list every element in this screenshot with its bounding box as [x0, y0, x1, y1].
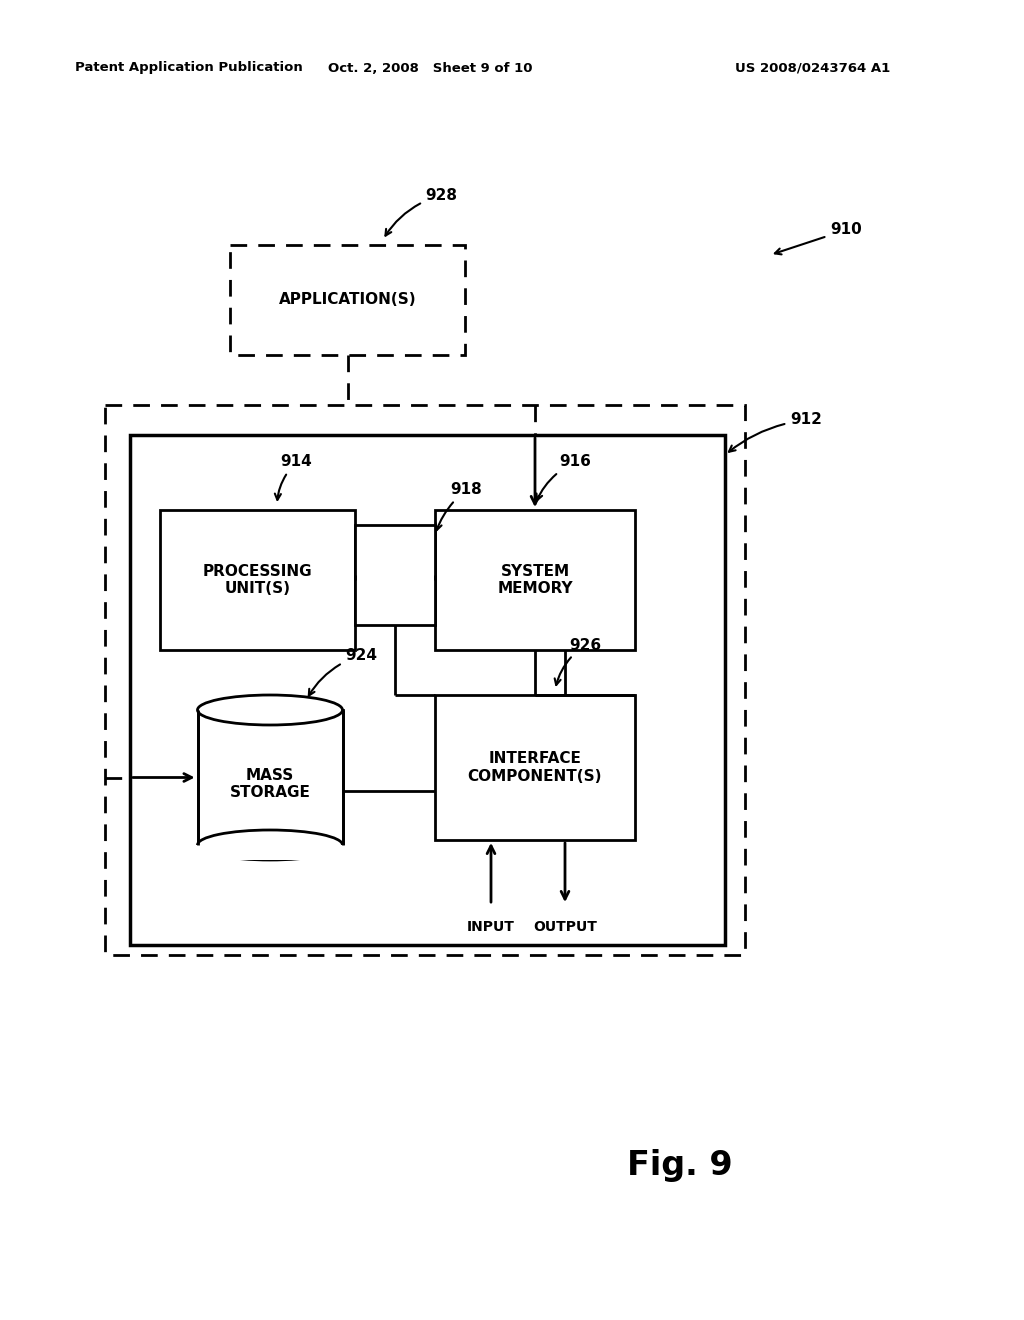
- Text: Fig. 9: Fig. 9: [627, 1148, 733, 1181]
- FancyBboxPatch shape: [355, 525, 435, 624]
- Text: 910: 910: [775, 223, 862, 255]
- FancyBboxPatch shape: [435, 510, 635, 649]
- Text: SYSTEM
MEMORY: SYSTEM MEMORY: [498, 564, 572, 597]
- Text: 926: 926: [555, 638, 601, 685]
- Text: 924: 924: [309, 648, 377, 696]
- Text: 914: 914: [274, 454, 312, 500]
- Text: 928: 928: [385, 187, 458, 236]
- FancyBboxPatch shape: [160, 510, 355, 649]
- Text: APPLICATION(S): APPLICATION(S): [279, 293, 417, 308]
- FancyBboxPatch shape: [105, 405, 745, 954]
- Text: Patent Application Publication: Patent Application Publication: [75, 62, 303, 74]
- Text: 912: 912: [729, 412, 822, 451]
- Text: MASS
STORAGE: MASS STORAGE: [229, 768, 310, 800]
- Text: Oct. 2, 2008   Sheet 9 of 10: Oct. 2, 2008 Sheet 9 of 10: [328, 62, 532, 74]
- Ellipse shape: [198, 830, 342, 861]
- Text: INTERFACE
COMPONENT(S): INTERFACE COMPONENT(S): [468, 751, 602, 784]
- FancyBboxPatch shape: [130, 436, 725, 945]
- Bar: [196, 845, 344, 861]
- FancyBboxPatch shape: [435, 696, 635, 840]
- Ellipse shape: [198, 696, 342, 725]
- Text: US 2008/0243764 A1: US 2008/0243764 A1: [735, 62, 890, 74]
- Text: PROCESSING
UNIT(S): PROCESSING UNIT(S): [203, 564, 312, 597]
- Text: 916: 916: [537, 454, 591, 500]
- Text: INPUT: INPUT: [467, 920, 515, 935]
- Bar: [198, 710, 342, 845]
- Text: 918: 918: [436, 483, 481, 531]
- FancyBboxPatch shape: [230, 246, 465, 355]
- Text: OUTPUT: OUTPUT: [534, 920, 597, 935]
